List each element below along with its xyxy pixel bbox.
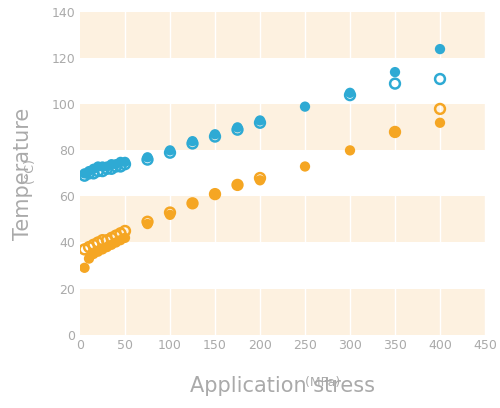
Point <box>103 244 111 251</box>
Point <box>391 129 399 135</box>
Text: (°C): (°C) <box>10 159 38 188</box>
Point <box>166 212 174 218</box>
Point <box>94 239 102 246</box>
Point <box>188 200 196 206</box>
Point <box>391 129 399 135</box>
Bar <box>80 196 485 242</box>
Point <box>346 92 354 98</box>
Point <box>103 237 111 244</box>
Point <box>116 237 124 244</box>
Point <box>234 182 241 188</box>
Point <box>90 170 98 177</box>
Point <box>188 140 196 147</box>
Point <box>121 228 129 234</box>
Point <box>256 175 264 181</box>
Point <box>166 209 174 216</box>
Point <box>121 161 129 167</box>
Point <box>103 163 111 170</box>
Point <box>436 106 444 112</box>
Point <box>301 103 309 110</box>
Point <box>94 168 102 174</box>
Point <box>301 163 309 170</box>
Point <box>121 235 129 241</box>
Point <box>211 191 219 197</box>
Point <box>108 242 116 248</box>
Point <box>391 80 399 87</box>
Point <box>166 149 174 156</box>
Point <box>166 147 174 154</box>
Point <box>98 168 106 174</box>
Point <box>346 147 354 154</box>
Point <box>121 159 129 165</box>
Point <box>436 76 444 82</box>
Point <box>188 138 196 144</box>
Point <box>346 90 354 96</box>
Point <box>85 170 93 177</box>
Point <box>80 264 88 271</box>
Point <box>144 154 152 161</box>
Point <box>98 163 106 170</box>
Bar <box>80 104 485 151</box>
Point <box>85 168 93 174</box>
Point <box>112 161 120 167</box>
Point <box>234 182 241 188</box>
Text: Application stress: Application stress <box>190 377 375 397</box>
Point <box>94 163 102 170</box>
Point <box>108 161 116 167</box>
Point <box>90 242 98 248</box>
Point <box>112 163 120 170</box>
Point <box>98 237 106 244</box>
Point <box>211 131 219 137</box>
Point <box>108 166 116 172</box>
Point <box>116 230 124 237</box>
Point <box>80 173 88 179</box>
Point <box>256 120 264 126</box>
Point <box>98 246 106 253</box>
Point <box>116 163 124 170</box>
Point <box>436 46 444 52</box>
Point <box>188 200 196 206</box>
Point <box>211 133 219 140</box>
Point <box>256 117 264 124</box>
Point <box>144 219 152 225</box>
Point <box>90 251 98 257</box>
Bar <box>80 288 485 335</box>
Text: (MPa): (MPa) <box>225 377 340 390</box>
Bar <box>80 12 485 58</box>
Point <box>234 126 241 133</box>
Point <box>391 69 399 75</box>
Point <box>80 170 88 177</box>
Point <box>234 124 241 131</box>
Point <box>108 235 116 241</box>
Text: Temperature: Temperature <box>14 107 34 239</box>
Point <box>94 248 102 255</box>
Point <box>112 232 120 239</box>
Point <box>80 246 88 253</box>
Point <box>256 177 264 184</box>
Point <box>85 244 93 251</box>
Point <box>85 255 93 262</box>
Point <box>103 166 111 172</box>
Point <box>112 239 120 246</box>
Point <box>144 156 152 163</box>
Point <box>116 159 124 165</box>
Point <box>211 191 219 197</box>
Point <box>144 221 152 227</box>
Point <box>90 166 98 172</box>
Point <box>436 120 444 126</box>
